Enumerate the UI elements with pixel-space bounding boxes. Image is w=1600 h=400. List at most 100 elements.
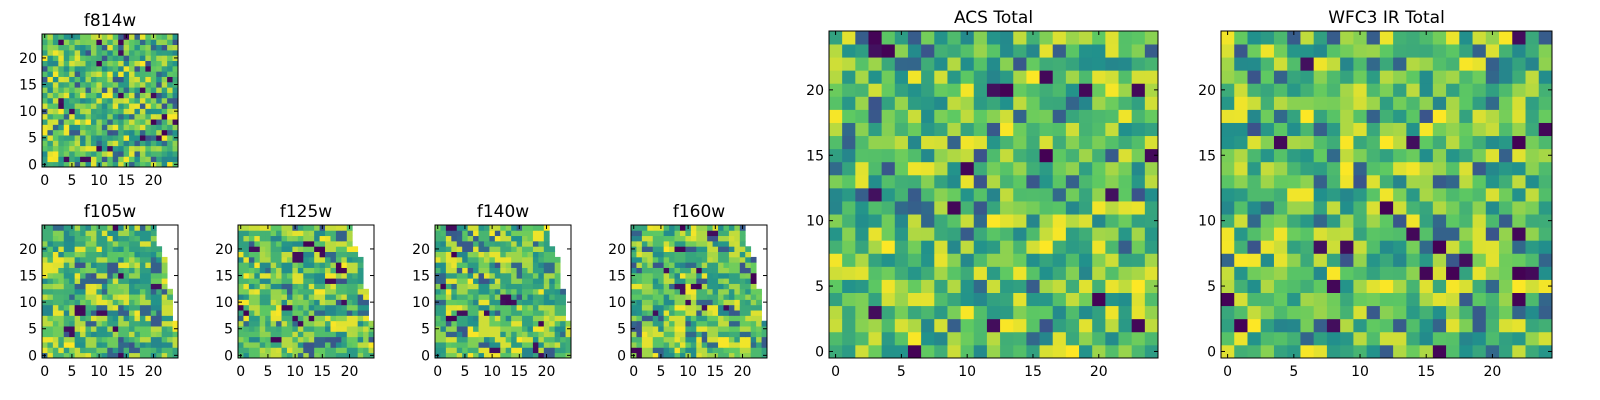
heatmap-cell: [690, 235, 697, 242]
heatmap-cell: [641, 267, 648, 274]
heatmap-cell: [80, 240, 86, 247]
heatmap-cell: [259, 320, 266, 327]
heatmap-cell: [1000, 214, 1014, 228]
heatmap-cell: [1000, 161, 1014, 176]
heatmap-cell: [679, 315, 686, 322]
heatmap-cell: [1260, 135, 1275, 150]
heatmap-cell: [1326, 344, 1341, 359]
heatmap-cell: [489, 331, 496, 338]
heatmap-cell: [134, 315, 141, 322]
heatmap-cell: [451, 262, 458, 268]
heatmap-cell: [308, 262, 315, 268]
heatmap-cell: [101, 156, 108, 163]
heatmap-cell: [679, 331, 686, 338]
heatmap-cell: [129, 326, 135, 332]
heatmap-cell: [156, 251, 163, 258]
heatmap-cell: [161, 310, 168, 316]
heatmap-cell: [167, 342, 173, 348]
heatmap-cell: [1525, 96, 1540, 110]
heatmap-cell: [973, 44, 988, 58]
heatmap-cell: [543, 294, 550, 300]
heatmap-cell: [346, 246, 353, 252]
heatmap-cell: [297, 288, 304, 295]
heatmap-cell: [1459, 344, 1473, 359]
heatmap-cell: [549, 347, 556, 354]
heatmap-cell: [669, 262, 675, 268]
heatmap-cell: [1499, 292, 1513, 307]
heatmap-cell: [516, 278, 523, 284]
heatmap-cell: [636, 342, 643, 348]
heatmap-cell: [118, 161, 124, 168]
heatmap-cell: [156, 124, 163, 131]
heatmap-cell: [1379, 253, 1394, 267]
heatmap-cell: [74, 97, 81, 104]
heatmap-cell: [161, 352, 168, 359]
heatmap-cell: [636, 246, 643, 252]
heatmap-cell: [761, 347, 768, 354]
heatmap-cell: [934, 292, 948, 307]
heatmap-cell: [101, 124, 108, 131]
heatmap-cell: [1366, 240, 1381, 254]
heatmap-cell: [707, 352, 713, 359]
heatmap-cell: [701, 283, 708, 290]
heatmap-cell: [690, 240, 697, 247]
heatmap-cell: [47, 55, 54, 61]
heatmap-cell: [150, 315, 157, 322]
heatmap-cell: [750, 304, 757, 311]
heatmap-cell: [129, 272, 135, 279]
heatmap-cell: [303, 315, 310, 322]
heatmap-cell: [560, 315, 566, 322]
heatmap-cell: [1446, 331, 1460, 346]
heatmap-cell: [161, 145, 168, 152]
heatmap-cell: [156, 331, 163, 338]
heatmap-cell: [538, 225, 545, 231]
heatmap-cell: [161, 92, 168, 99]
heatmap-cell: [129, 336, 135, 343]
heatmap-cell: [238, 235, 244, 242]
heatmap-cell: [532, 347, 539, 354]
heatmap-cell: [101, 315, 108, 322]
heatmap-cell: [145, 230, 152, 237]
heatmap-cell: [1406, 187, 1420, 202]
heatmap-cell: [440, 225, 447, 231]
heatmap-cell: [123, 283, 130, 290]
heatmap-cell: [123, 347, 130, 354]
heatmap-cell: [1485, 331, 1500, 346]
heatmap-cell: [297, 294, 304, 300]
heatmap-cell: [161, 60, 168, 67]
heatmap-cell: [1260, 227, 1275, 241]
heatmap-cell: [69, 288, 76, 295]
heatmap-cell: [90, 119, 97, 125]
heatmap-cell: [522, 326, 528, 332]
heatmap-cell: [63, 44, 70, 51]
heatmap-cell: [435, 320, 441, 327]
heatmap-cell: [538, 267, 545, 274]
heatmap-cell: [554, 262, 561, 268]
heatmap-cell: [172, 145, 179, 152]
heatmap-cell: [1340, 344, 1354, 359]
heatmap-cell: [80, 352, 86, 359]
heatmap-cell: [554, 283, 561, 290]
heatmap-cell: [112, 55, 119, 61]
heatmap-cell: [745, 315, 752, 322]
heatmap-cell: [494, 278, 501, 284]
heatmap-cell: [69, 55, 76, 61]
heatmap-cell: [314, 331, 320, 338]
x-tick-label: 10: [286, 364, 304, 380]
y-tick-label: 15: [412, 269, 430, 285]
heatmap-cell: [319, 294, 326, 300]
heatmap-cell: [745, 272, 752, 279]
heatmap-cell: [1379, 266, 1394, 280]
axes-frame: [41, 33, 179, 168]
heatmap-cell: [167, 145, 173, 152]
heatmap-cell: [907, 227, 922, 241]
heatmap-cell: [1525, 305, 1540, 320]
heatmap-cell: [1260, 266, 1275, 280]
heatmap-cell: [161, 87, 168, 93]
heatmap-cell: [1092, 201, 1106, 215]
heatmap-cell: [314, 294, 320, 300]
heatmap-cell: [276, 235, 282, 242]
heatmap-cell: [868, 31, 883, 45]
heatmap-cell: [1039, 148, 1054, 163]
heatmap-cell: [868, 318, 883, 333]
